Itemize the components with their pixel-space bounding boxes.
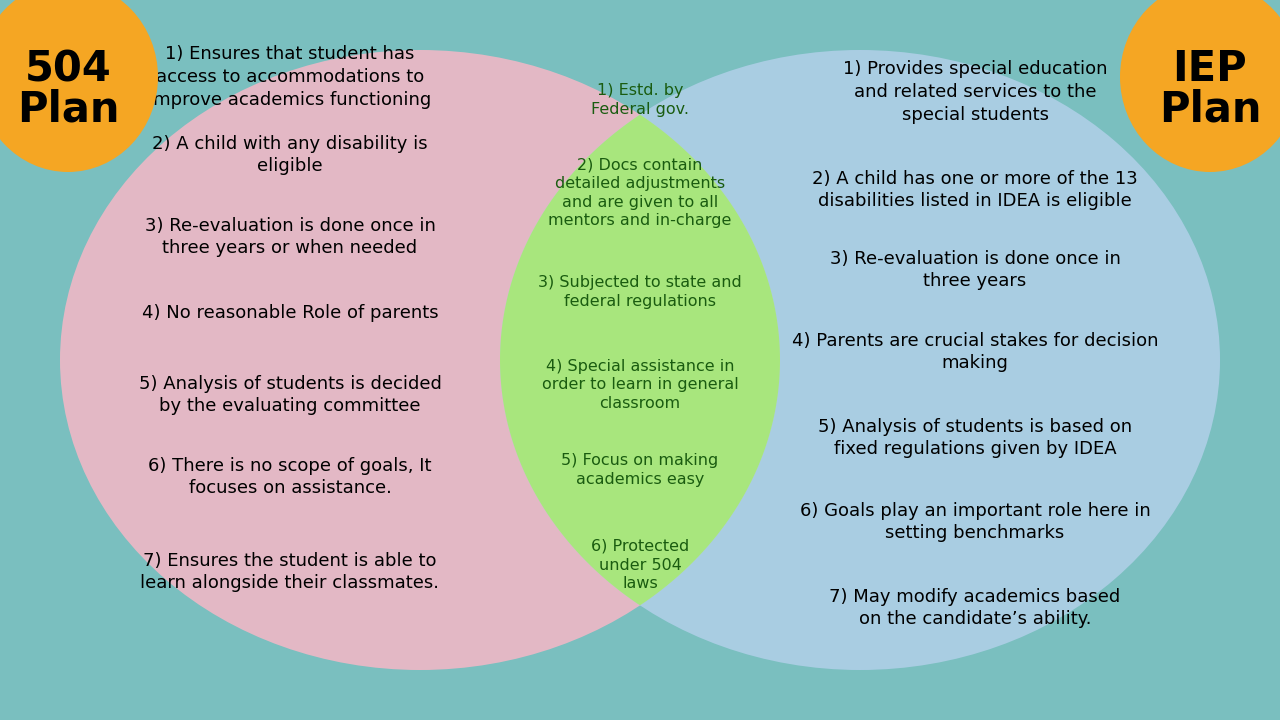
Text: 4) Special assistance in
order to learn in general
classroom: 4) Special assistance in order to learn … [541,359,739,411]
Text: 3) Subjected to state and
federal regulations: 3) Subjected to state and federal regula… [538,275,742,309]
Text: 6) Protected
under 504
laws: 6) Protected under 504 laws [591,539,689,591]
Text: 5) Analysis of students is decided
by the evaluating committee: 5) Analysis of students is decided by th… [138,374,442,415]
Text: IEP: IEP [1172,48,1248,90]
Text: Plan: Plan [1158,88,1261,130]
Text: 2) A child with any disability is
eligible: 2) A child with any disability is eligib… [152,135,428,176]
Text: 7) May modify academics based
on the candidate’s ability.: 7) May modify academics based on the can… [829,588,1120,629]
Ellipse shape [0,0,157,172]
Text: 4) Parents are crucial stakes for decision
making: 4) Parents are crucial stakes for decisi… [792,331,1158,372]
Text: 1) Estd. by
Federal gov.: 1) Estd. by Federal gov. [591,84,689,117]
Polygon shape [500,114,780,606]
Text: 5) Focus on making
academics easy: 5) Focus on making academics easy [562,453,718,487]
Text: 504: 504 [24,48,111,90]
Ellipse shape [500,50,1220,670]
Text: 2) Docs contain
detailed adjustments
and are given to all
mentors and in-charge: 2) Docs contain detailed adjustments and… [548,158,732,228]
Text: 3) Re-evaluation is done once in
three years: 3) Re-evaluation is done once in three y… [829,250,1120,290]
Text: Plan: Plan [17,88,119,130]
Text: 5) Analysis of students is based on
fixed regulations given by IDEA: 5) Analysis of students is based on fixe… [818,418,1132,459]
Text: 3) Re-evaluation is done once in
three years or when needed: 3) Re-evaluation is done once in three y… [145,217,435,258]
Text: 1) Ensures that student has
access to accommodations to
improve academics functi: 1) Ensures that student has access to ac… [148,45,431,109]
Text: 4) No reasonable Role of parents: 4) No reasonable Role of parents [142,304,438,322]
Text: 6) Goals play an important role here in
setting benchmarks: 6) Goals play an important role here in … [800,502,1151,542]
Ellipse shape [1120,0,1280,172]
Text: 2) A child has one or more of the 13
disabilities listed in IDEA is eligible: 2) A child has one or more of the 13 dis… [812,169,1138,210]
Text: 1) Provides special education
and related services to the
special students: 1) Provides special education and relate… [842,60,1107,124]
Text: 6) There is no scope of goals, It
focuses on assistance.: 6) There is no scope of goals, It focuse… [148,456,431,498]
Text: 7) Ensures the student is able to
learn alongside their classmates.: 7) Ensures the student is able to learn … [141,552,439,593]
Ellipse shape [60,50,780,670]
